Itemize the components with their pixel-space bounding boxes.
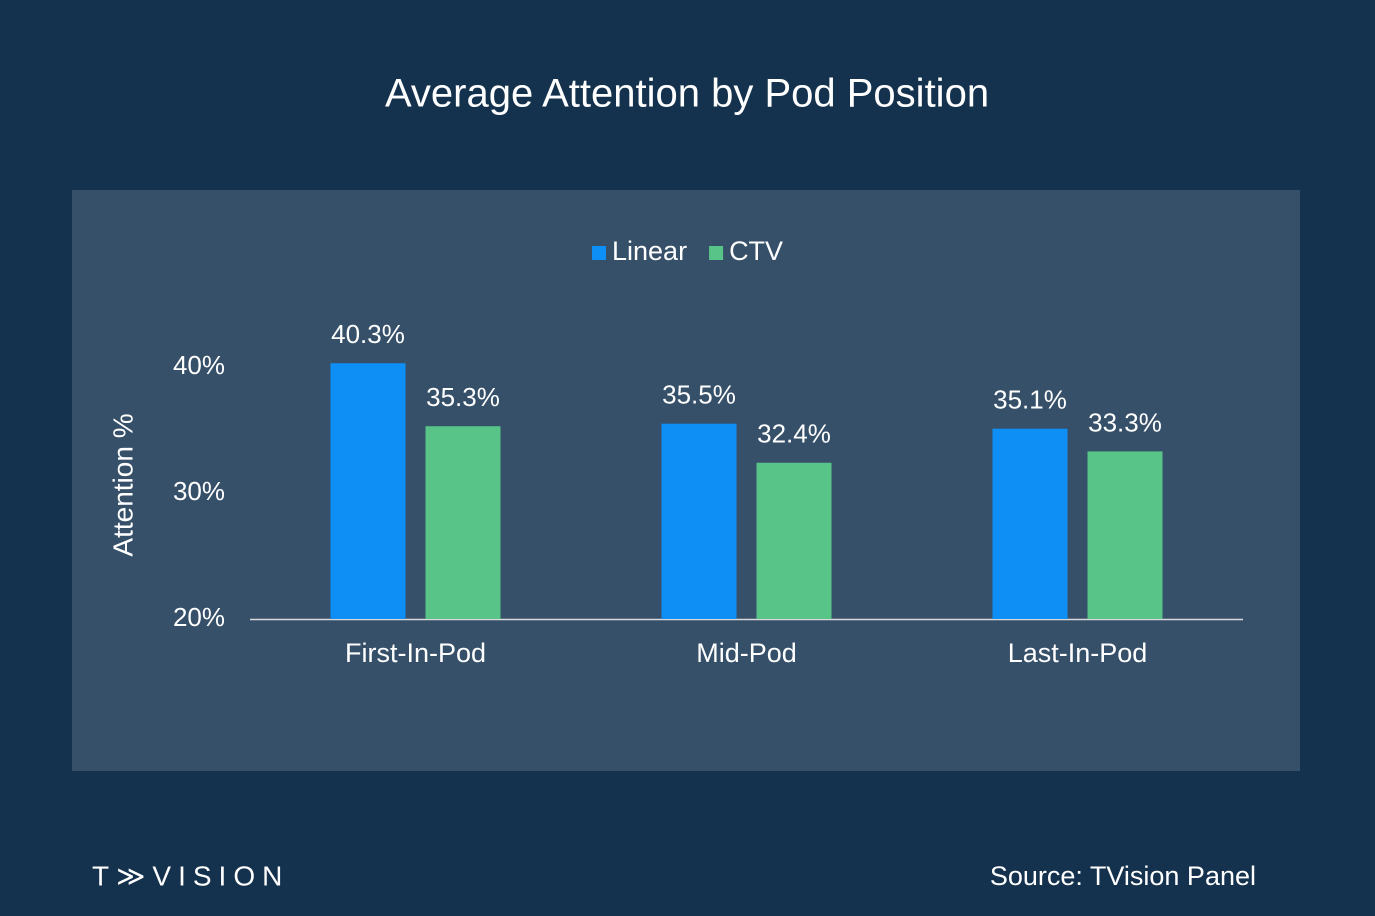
value-label: 35.5% — [662, 380, 736, 410]
bar — [1087, 451, 1163, 619]
legend-swatch — [592, 246, 606, 260]
chart-title: Average Attention by Pod Position — [385, 72, 989, 116]
legend-label: CTV — [729, 236, 783, 266]
legend-label: Linear — [612, 236, 687, 266]
y-tick-label: 30% — [173, 476, 225, 506]
y-axis-label: Attention % — [107, 413, 138, 556]
value-label: 40.3% — [331, 319, 405, 349]
bar — [661, 423, 737, 619]
x-tick-label: Last-In-Pod — [1008, 638, 1148, 668]
bar — [756, 462, 832, 619]
x-tick-label: Mid-Pod — [696, 638, 797, 668]
value-label: 35.3% — [426, 382, 500, 412]
x-tick-label: First-In-Pod — [345, 638, 486, 668]
value-label: 35.1% — [993, 385, 1067, 415]
value-label: 33.3% — [1088, 407, 1162, 437]
bar — [330, 363, 406, 619]
source-note: Source: TVision Panel — [990, 861, 1256, 891]
y-tick-label: 40% — [173, 350, 225, 380]
y-tick-label: 20% — [173, 602, 225, 632]
bar — [992, 428, 1068, 619]
legend-swatch — [709, 246, 724, 260]
logo: T≫VISION — [92, 860, 289, 891]
value-label: 32.4% — [757, 419, 831, 449]
bar — [425, 426, 501, 619]
